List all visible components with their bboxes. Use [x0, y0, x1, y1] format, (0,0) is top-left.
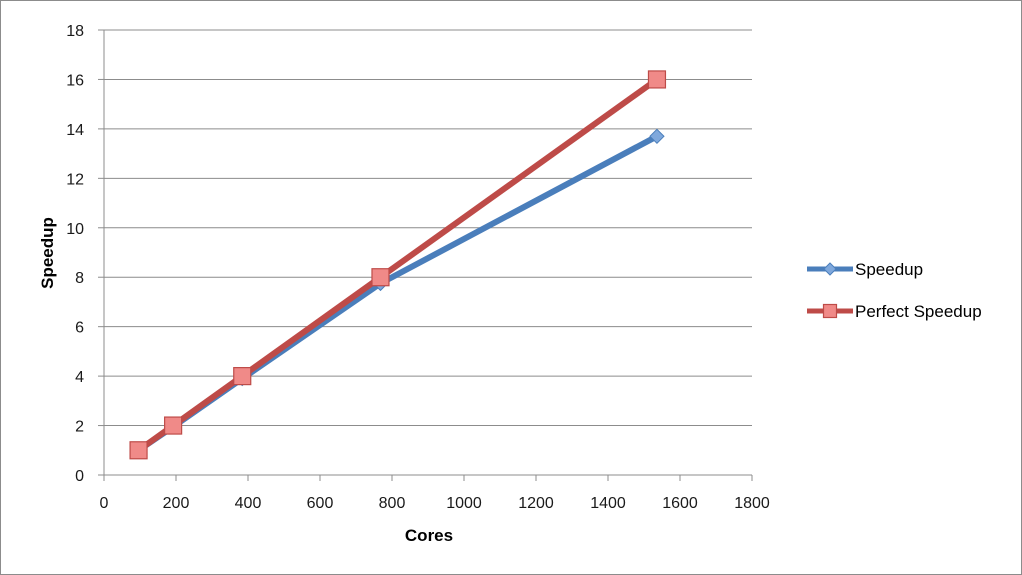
y-tick-label-10: 10: [66, 221, 84, 238]
x-tick-label-0: 0: [100, 495, 109, 512]
y-tick-label-8: 8: [75, 270, 84, 287]
legend-label-1: Perfect Speedup: [855, 302, 982, 321]
tick-labels: 0 2 4 6 8 10 12 14 16 18 0 200 400 600 800 1000 1200 1400…: [66, 23, 770, 512]
legend-swatch-marker-0: [823, 262, 837, 276]
y-tick-label-6: 6: [75, 320, 84, 337]
x-axis-title: Cores: [405, 526, 453, 545]
y-axis-title: Speedup: [38, 217, 57, 289]
y-tick-label-12: 12: [66, 171, 84, 188]
legend: Speedup Perfect Speedup: [807, 260, 982, 321]
x-tick-label-400: 400: [235, 495, 262, 512]
series-perfect-speedup: [129, 70, 667, 460]
series-line-0: [136, 133, 659, 453]
gridlines: [104, 29, 752, 427]
y-tick-label-14: 14: [66, 122, 84, 139]
series: [129, 70, 667, 460]
legend-swatch-marker-1: [822, 303, 838, 319]
axes: [98, 29, 753, 481]
data-point-1-4: [647, 70, 667, 89]
y-tick-label-16: 16: [66, 72, 84, 89]
y-tick-label-2: 2: [75, 419, 84, 436]
x-tick-label-1000: 1000: [446, 495, 482, 512]
x-tick-label-1200: 1200: [518, 495, 554, 512]
data-point-1-2: [233, 367, 252, 386]
y-tick-label-18: 18: [66, 23, 84, 40]
data-point-1-0: [129, 441, 148, 460]
data-point-0-4: [649, 128, 665, 145]
legend-label-0: Speedup: [855, 260, 923, 279]
x-tick-label-800: 800: [379, 495, 406, 512]
data-point-1-3: [371, 268, 390, 287]
x-tick-label-1600: 1600: [662, 495, 698, 512]
legend-entry-0: Speedup: [807, 260, 923, 279]
series-line-1: [136, 77, 659, 453]
x-tick-label-200: 200: [163, 495, 190, 512]
y-tick-label-0: 0: [75, 468, 84, 485]
legend-entry-1: Perfect Speedup: [807, 302, 982, 321]
x-tick-label-1800: 1800: [734, 495, 770, 512]
y-tick-label-4: 4: [75, 369, 84, 386]
data-point-1-1: [164, 416, 183, 435]
x-tick-label-1400: 1400: [590, 495, 626, 512]
x-tick-label-600: 600: [307, 495, 334, 512]
